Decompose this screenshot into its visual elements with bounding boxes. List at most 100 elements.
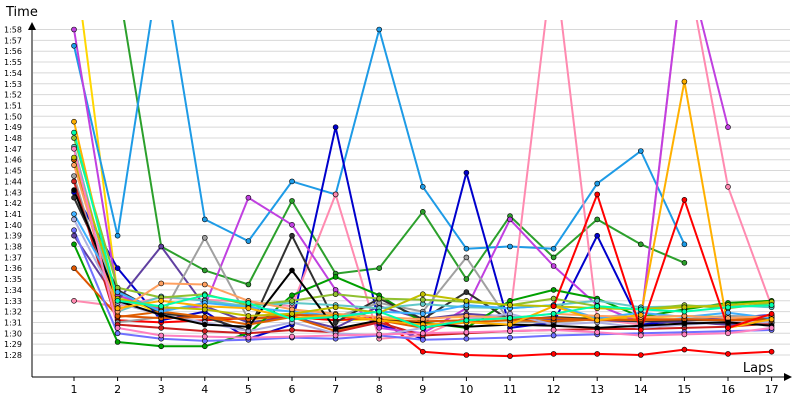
y-axis-arrow (28, 22, 36, 30)
data-point (202, 314, 208, 320)
data-point (332, 319, 339, 326)
y-tick-label: 1:42 (4, 199, 22, 208)
y-tick-label: 1:36 (4, 264, 22, 273)
data-point (594, 351, 601, 357)
y-tick-label: 1:53 (4, 80, 22, 89)
data-point (245, 313, 252, 319)
data-point (768, 302, 775, 308)
series-line (123, 20, 685, 286)
data-point (71, 118, 77, 125)
data-point (550, 303, 557, 310)
data-point (637, 312, 644, 318)
data-point (681, 241, 688, 248)
y-tick-labels: 1:28 1:29 1:30 1:311:32 1:33 1:34 1:35 1:36 1:37… (4, 26, 22, 361)
y-tick-label: 1:33 (4, 297, 22, 306)
data-point (637, 241, 644, 248)
data-point (376, 295, 383, 302)
data-point (768, 325, 775, 331)
data-point (202, 306, 208, 313)
data-point (594, 303, 601, 310)
data-point (550, 245, 557, 252)
data-point (550, 254, 557, 261)
data-point (550, 332, 557, 339)
data-point (158, 325, 164, 331)
series-points (71, 26, 775, 359)
data-point (332, 291, 339, 298)
y-tick-label: 1:56 (4, 47, 22, 56)
data-point (725, 304, 731, 311)
data-point (594, 297, 601, 304)
data-point (114, 330, 121, 337)
data-point (463, 329, 470, 336)
data-point (507, 334, 513, 341)
data-point (637, 148, 644, 154)
x-tick-label: 15 (677, 383, 691, 396)
data-point (71, 265, 77, 272)
data-point (114, 305, 121, 312)
data-point (202, 333, 208, 340)
y-tick-label: 1:30 (4, 329, 22, 338)
data-point (681, 308, 688, 315)
x-tick-label: 5 (245, 383, 252, 396)
data-point (71, 135, 77, 141)
data-point (419, 310, 426, 317)
y-tick-label: 1:40 (4, 221, 22, 230)
x-axis-arrow (784, 373, 792, 381)
data-point (681, 197, 688, 203)
data-point (768, 348, 775, 355)
data-point (725, 325, 731, 331)
data-point (289, 310, 295, 317)
x-tick-label: 3 (158, 383, 165, 396)
y-tick-label: 1:58 (4, 26, 22, 35)
data-point (158, 280, 164, 287)
y-tick-label: 1:34 (4, 286, 22, 295)
data-point (507, 216, 513, 223)
data-point (725, 351, 731, 357)
data-point (158, 332, 164, 339)
data-point (725, 124, 731, 130)
data-point (158, 343, 164, 350)
y-tick-label: 1:44 (4, 177, 22, 186)
data-point (507, 328, 513, 334)
x-tick-label: 13 (590, 383, 604, 396)
data-point (332, 274, 339, 280)
data-point (681, 346, 688, 353)
data-point (202, 235, 208, 241)
data-point (550, 263, 557, 269)
data-point (289, 198, 295, 204)
data-point (507, 315, 513, 321)
data-point (158, 312, 164, 318)
data-point (245, 238, 252, 244)
data-point (289, 327, 295, 333)
data-point (289, 333, 295, 340)
data-point (71, 173, 77, 179)
y-tick-label: 1:54 (4, 69, 22, 78)
x-tick-label: 12 (547, 383, 561, 396)
data-point (202, 216, 208, 223)
data-point (463, 335, 470, 342)
x-tick-label: 2 (114, 383, 121, 396)
data-point (289, 178, 295, 185)
data-point (507, 302, 513, 308)
data-point (463, 254, 470, 261)
data-point (71, 187, 77, 193)
data-point (376, 308, 383, 315)
data-point (71, 26, 77, 33)
data-point (202, 343, 208, 350)
y-tick-label: 1:57 (4, 36, 22, 45)
data-point (158, 303, 164, 310)
data-point (202, 321, 208, 328)
data-point (245, 305, 252, 312)
data-point (289, 232, 295, 239)
x-tick-label: 16 (721, 383, 735, 396)
data-point (637, 327, 644, 333)
y-tick-label: 1:43 (4, 188, 22, 197)
data-point (637, 332, 644, 339)
data-point (594, 216, 601, 223)
data-point (289, 292, 295, 299)
data-point (768, 316, 775, 323)
data-point (419, 330, 426, 337)
x-tick-label: 11 (503, 383, 517, 396)
data-point (594, 232, 601, 239)
